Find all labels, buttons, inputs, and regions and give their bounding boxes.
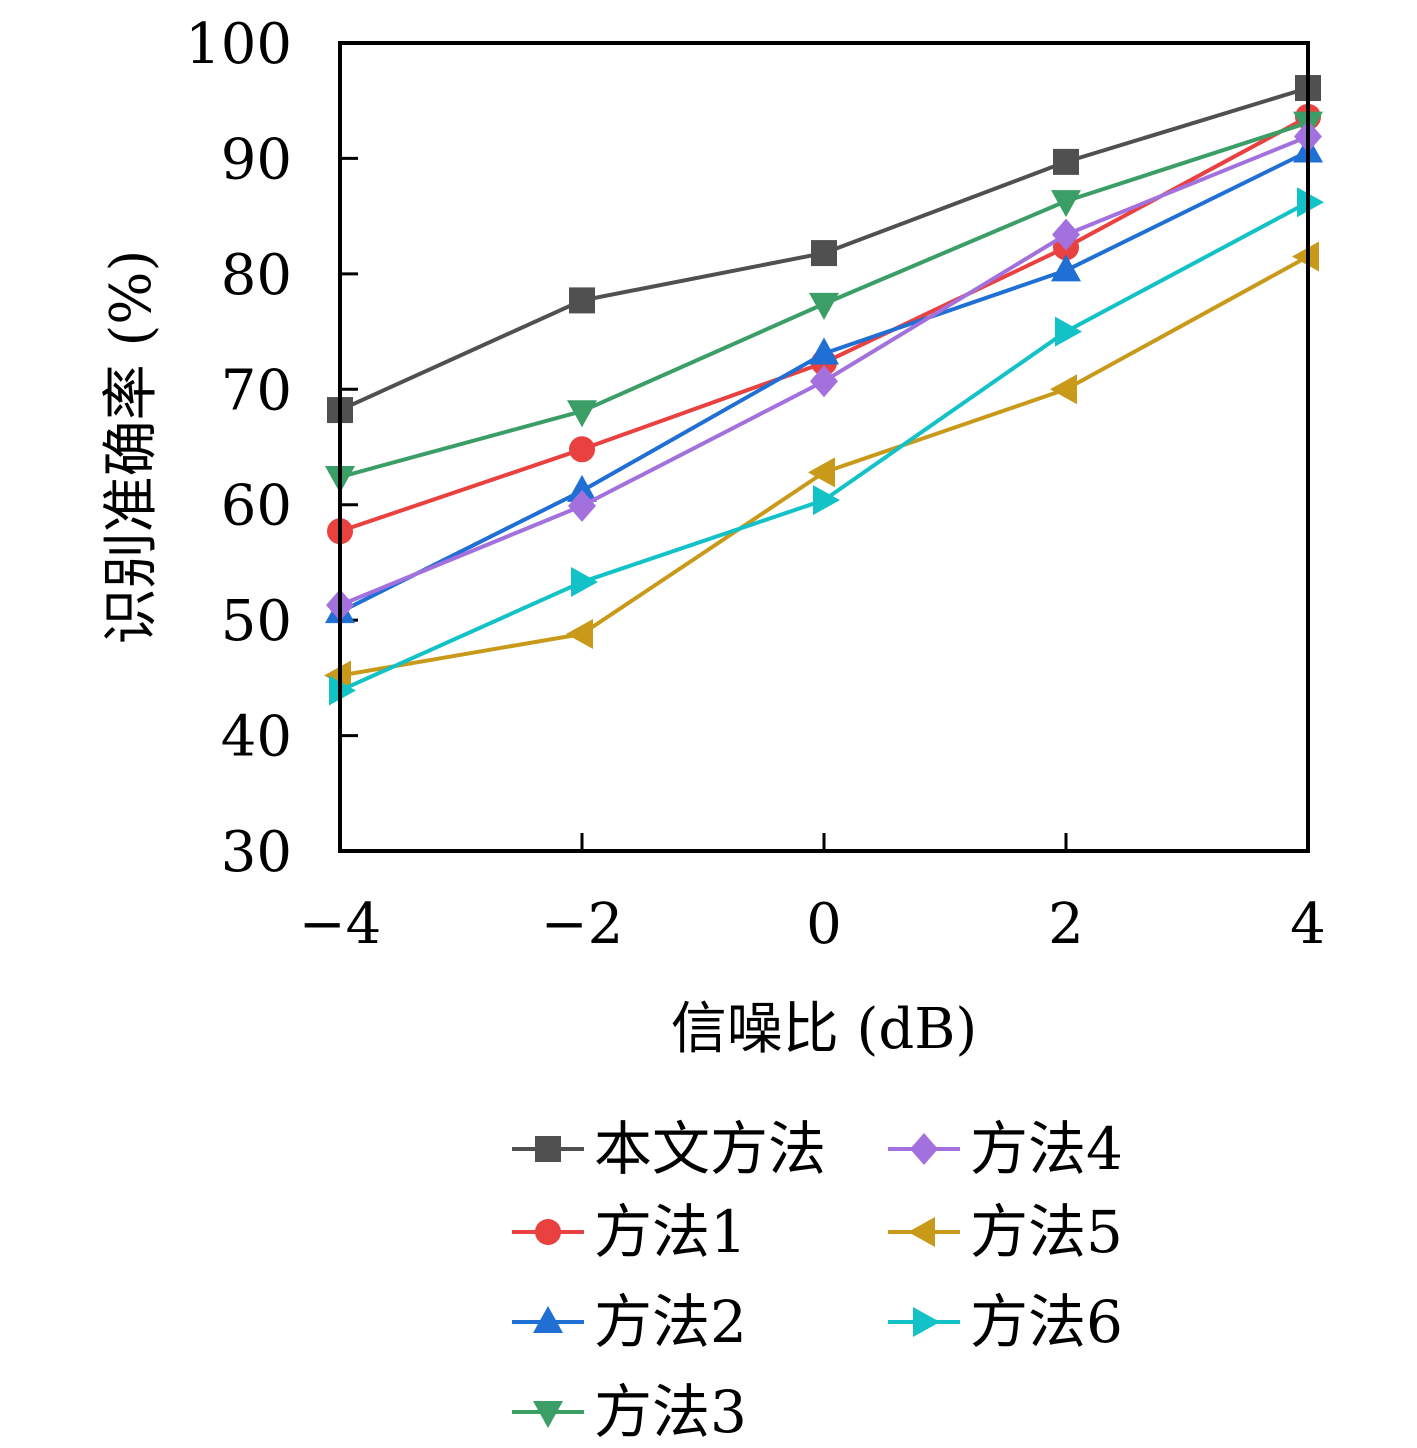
legend-item: 方法5 (888, 1198, 1123, 1266)
data-point (567, 400, 597, 428)
data-point (1051, 254, 1081, 282)
series-4 (325, 111, 1323, 494)
legend-label: 本文方法 (594, 1115, 826, 1183)
axes: 30 40 50 60 70 80 90 100 −4 −2 0 2 4 (185, 12, 1326, 957)
y-tick-label: 30 (221, 820, 292, 885)
y-tick-label: 90 (221, 127, 292, 192)
legend-marker (913, 1307, 940, 1337)
data-point (1052, 218, 1080, 251)
data-point (569, 436, 595, 463)
data-point (569, 287, 595, 314)
data-point (1292, 241, 1319, 272)
legend-marker (908, 1217, 935, 1247)
data-point (568, 489, 596, 522)
data-point (1051, 190, 1081, 218)
data-point (1053, 148, 1079, 175)
y-tick-label: 40 (221, 705, 292, 770)
series-7 (329, 187, 1324, 706)
data-point (1050, 374, 1077, 405)
plot-frame (338, 41, 1310, 853)
legend-marker (533, 1401, 563, 1428)
y-tick-label: 70 (221, 358, 292, 423)
y-tick-label: 100 (185, 12, 292, 77)
x-axis-title: 信噪比 (dB) (671, 997, 978, 1062)
y-tick-label: 80 (221, 243, 292, 308)
data-point (329, 675, 356, 706)
legend-marker (535, 1136, 561, 1162)
series-layer (324, 75, 1324, 706)
legend-item: 方法6 (888, 1288, 1123, 1356)
legend-marker (910, 1133, 938, 1165)
x-tick-label: −4 (299, 892, 382, 957)
data-point (808, 457, 835, 488)
series-line (339, 200, 1309, 693)
data-point (1297, 187, 1324, 218)
series-6 (324, 241, 1319, 691)
legend-item: 本文方法 (512, 1115, 826, 1183)
legend-item: 方法2 (512, 1288, 747, 1356)
data-point (1055, 316, 1082, 347)
y-axis-title: 识别准确率 (%) (99, 250, 164, 645)
series-1 (327, 75, 1321, 424)
data-point (810, 365, 838, 398)
data-point (809, 337, 839, 365)
data-point (811, 240, 837, 267)
legend-label: 方法1 (594, 1198, 747, 1266)
data-point (567, 474, 597, 502)
legend-label: 方法3 (594, 1378, 747, 1446)
legend-item: 方法1 (512, 1198, 747, 1266)
y-tick-label: 60 (221, 474, 292, 539)
legend-label: 方法5 (970, 1198, 1123, 1266)
data-point (813, 485, 840, 516)
x-tick-label: 2 (1048, 892, 1084, 957)
data-point (324, 660, 351, 691)
x-tick-label: −2 (541, 892, 624, 957)
legend-marker (533, 1306, 563, 1333)
data-point (571, 567, 598, 598)
data-point (566, 618, 593, 649)
x-tick-label: 0 (806, 892, 842, 957)
y-tick-label: 50 (221, 589, 292, 654)
data-point (809, 292, 839, 320)
legend-marker (535, 1219, 561, 1245)
legend-item: 方法4 (888, 1115, 1123, 1183)
x-tick-label: 4 (1290, 892, 1326, 957)
legend-label: 方法2 (594, 1288, 747, 1356)
legend-label: 方法6 (970, 1288, 1123, 1356)
legend-label: 方法4 (970, 1115, 1123, 1183)
legend-item: 方法3 (512, 1378, 747, 1446)
